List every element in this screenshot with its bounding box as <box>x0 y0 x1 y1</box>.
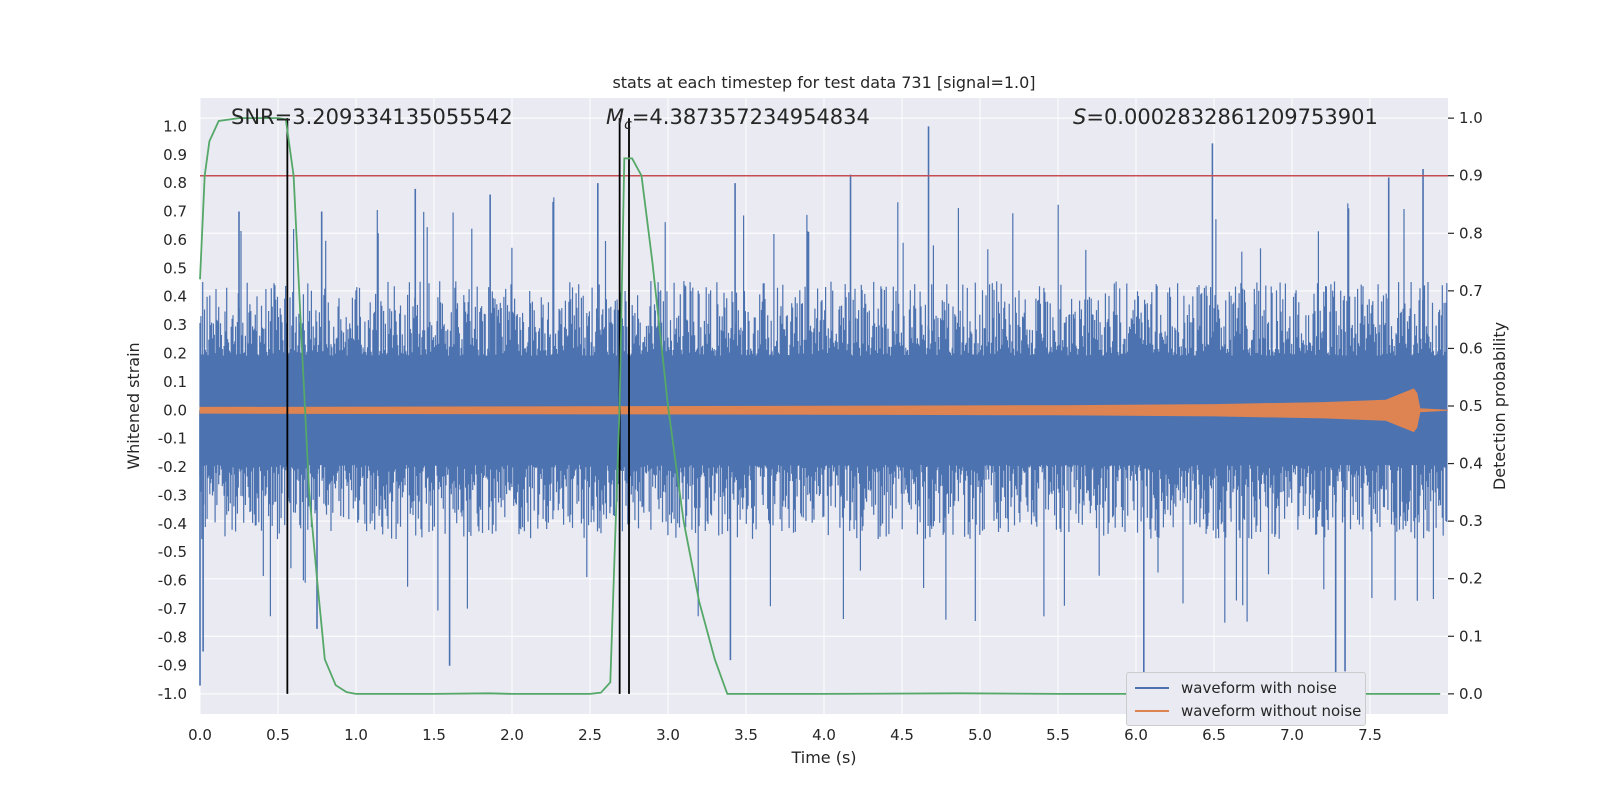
y-tick-label: 1.0 <box>163 117 187 135</box>
y-tick-label: 0.2 <box>163 344 187 362</box>
y2-tick-label: 0.8 <box>1459 224 1483 242</box>
x-tick-label: 0.5 <box>266 726 290 744</box>
y2-tick-label: 0.2 <box>1459 570 1483 588</box>
y-tick-label: -0.7 <box>158 600 187 618</box>
y-tick-label: -0.1 <box>158 430 187 448</box>
probability-line <box>199 117 1441 695</box>
snr-annotation: SNR=3.209334135055542 <box>231 105 513 129</box>
y-tick-label: 0.7 <box>163 203 187 221</box>
x-tick-label: 0.0 <box>188 726 212 744</box>
y2-axis-label: Detection probability <box>1490 322 1509 490</box>
legend: waveform with noise waveform without noi… <box>1126 672 1366 726</box>
chirp-mass-annotation: Mc=4.387357234954834 <box>606 105 870 133</box>
x-tick-label: 6.0 <box>1124 726 1148 744</box>
x-axis-ticks: 0.0 0.5 1.0 1.5 2.0 2.5 3.0 3.5 4.0 4.5 5.0 5.5 6.0 6… <box>188 726 1382 744</box>
y-tick-label: -0.8 <box>158 628 187 646</box>
x-tick-label: 4.0 <box>812 726 836 744</box>
x-tick-label: 1.0 <box>344 726 368 744</box>
x-tick-label: 7.5 <box>1358 726 1382 744</box>
left-axis-ticks: 1.0 0.9 0.8 0.7 0.6 0.5 0.4 0.3 0.2 0.1 0.0 -0.1 -0.… <box>158 117 187 703</box>
x-tick-label: 4.5 <box>890 726 914 744</box>
y2-tick-label: 1.0 <box>1459 109 1483 127</box>
legend-swatch-clean <box>1135 710 1169 712</box>
y-tick-label: -0.2 <box>158 458 187 476</box>
y-tick-label: 0.6 <box>163 231 187 249</box>
y2-tick-label: 0.6 <box>1459 339 1483 357</box>
x-axis-label: Time (s) <box>790 748 856 767</box>
legend-entry-clean: waveform without noise <box>1135 700 1361 722</box>
y2-tick-label: 0.5 <box>1459 397 1483 415</box>
x-tick-label: 5.5 <box>1046 726 1070 744</box>
y-tick-label: 0.3 <box>163 316 187 334</box>
y-tick-label: -0.3 <box>158 486 187 504</box>
y-tick-label: -0.5 <box>158 543 187 561</box>
y2-tick-label: 0.1 <box>1459 627 1483 645</box>
y2-tick-label: 0.4 <box>1459 455 1483 473</box>
y2-tick-label: 0.7 <box>1459 282 1483 300</box>
x-tick-label: 3.5 <box>734 726 758 744</box>
x-tick-label: 3.0 <box>656 726 680 744</box>
y-tick-label: -0.9 <box>158 657 187 675</box>
y-tick-label: 0.0 <box>163 401 187 419</box>
y-tick-label: -0.6 <box>158 572 187 590</box>
x-tick-label: 7.0 <box>1280 726 1304 744</box>
chart-title: stats at each timestep for test data 731… <box>612 73 1035 92</box>
y-tick-label: 0.4 <box>163 288 187 306</box>
y-axis-label: Whitened strain <box>124 342 143 469</box>
series-waveform-with-noise <box>199 126 1448 686</box>
y-tick-label: -1.0 <box>158 685 187 703</box>
y2-tick-label: 0.9 <box>1459 167 1483 185</box>
x-tick-label: 5.0 <box>968 726 992 744</box>
y2-tick-label: 0.0 <box>1459 685 1483 703</box>
s-annotation: S=0.0002832861209753901 <box>1073 105 1378 129</box>
legend-label-noisy: waveform with noise <box>1181 679 1337 697</box>
x-tick-label: 2.0 <box>500 726 524 744</box>
x-tick-label: 6.5 <box>1202 726 1226 744</box>
x-tick-label: 1.5 <box>422 726 446 744</box>
legend-label-clean: waveform without noise <box>1181 702 1362 720</box>
right-axis-ticks: 1.0 0.9 0.8 0.7 0.6 0.5 0.4 0.3 0.2 0.1 0.0 <box>1448 109 1483 703</box>
y-tick-label: 0.5 <box>163 259 187 277</box>
x-tick-label: 2.5 <box>578 726 602 744</box>
y2-tick-label: 0.3 <box>1459 512 1483 530</box>
y-tick-label: 0.8 <box>163 174 187 192</box>
legend-entry-noisy: waveform with noise <box>1135 677 1337 699</box>
y-tick-label: 0.9 <box>163 146 187 164</box>
y-tick-label: -0.4 <box>158 515 187 533</box>
legend-swatch-noisy <box>1135 687 1169 689</box>
clean-waveform-band <box>199 388 1449 433</box>
series-detection-probability <box>199 117 1441 695</box>
y-tick-label: 0.1 <box>163 373 187 391</box>
series-waveform-without-noise <box>199 388 1449 433</box>
